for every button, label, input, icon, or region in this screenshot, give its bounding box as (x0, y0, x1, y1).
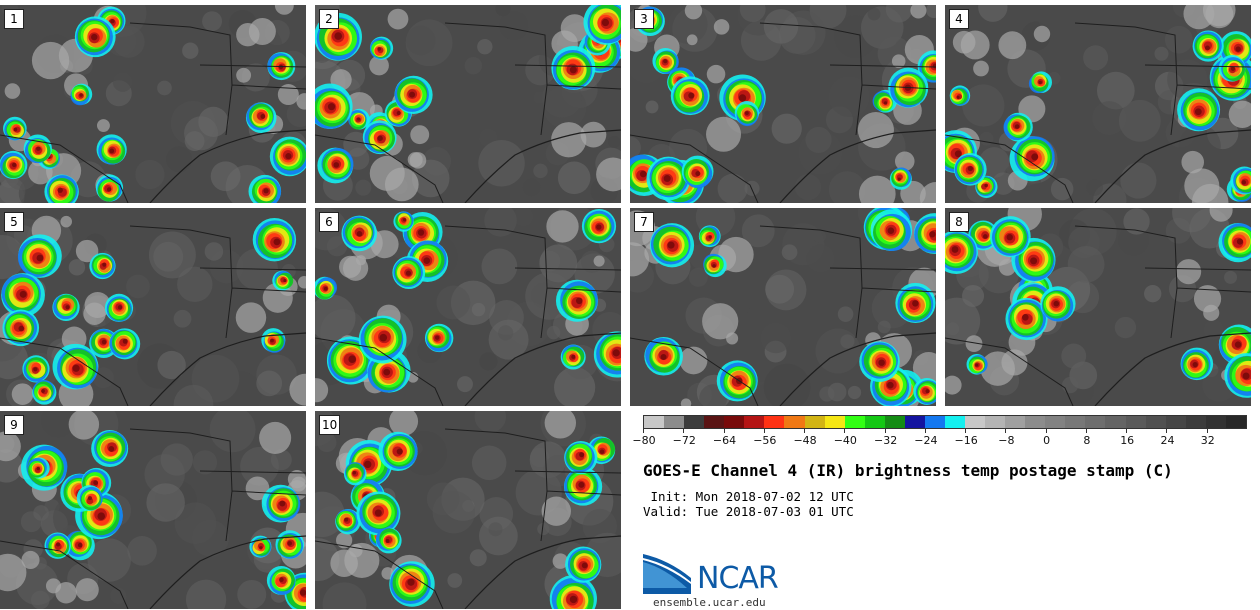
colorbar-tick-label: 0 (1043, 434, 1051, 447)
panel-number-label: 4 (949, 9, 969, 29)
panel-number-label: 8 (949, 212, 969, 232)
colorbar-segment (844, 416, 865, 428)
colorbar-ticks: −80 −72 −64 −56 −48 −40 −32 −24 −16 −8 0 8 16 24 32 (632, 429, 1247, 449)
colorbar-segment (924, 416, 945, 428)
colorbar-segment (1105, 416, 1126, 428)
colorbar-segment (1185, 416, 1206, 428)
colorbar-tick-label: −40 (833, 434, 857, 447)
colorbar-tick (1166, 429, 1168, 433)
colorbar-tick-label: 24 (1160, 434, 1175, 447)
colorbar-segment (884, 416, 905, 428)
colorbar-segment (1085, 416, 1106, 428)
colorbar-segment (985, 416, 1006, 428)
colorbar-tick (763, 429, 765, 433)
colorbar-tick-label: −72 (672, 434, 696, 447)
colorbar-segment (744, 416, 765, 428)
colorbar-tick (683, 429, 685, 433)
colorbar-tick-label: −24 (914, 434, 938, 447)
colorbar-segment (1205, 416, 1226, 428)
panel-number-label: 2 (319, 9, 339, 29)
colorbar-tick-label: −64 (712, 434, 737, 447)
colorbar-tick (1045, 429, 1047, 433)
forecast-panel: 5 (0, 208, 306, 406)
panel-number-label: 3 (634, 9, 654, 29)
colorbar-segment (784, 416, 805, 428)
colorbar-segment (1165, 416, 1186, 428)
panel-number-label: 5 (4, 212, 24, 232)
panel-number-label: 9 (4, 415, 24, 435)
colorbar-segment (1125, 416, 1146, 428)
colorbar-tick-label: 8 (1083, 434, 1091, 447)
forecast-panel: 10 (315, 411, 621, 609)
forecast-panel: 4 (945, 5, 1251, 203)
forecast-panel: 6 (315, 208, 621, 406)
plot-title: GOES-E Channel 4 (IR) brightness temp po… (643, 461, 1173, 480)
panel-number-label: 6 (319, 212, 339, 232)
colorbar-segment (804, 416, 825, 428)
colorbar-tick (924, 429, 926, 433)
colorbar-segment (1145, 416, 1166, 428)
colorbar-tick (1206, 429, 1208, 433)
colorbar-segment (1025, 416, 1046, 428)
colorbar-tick (804, 429, 806, 433)
colorbar-segment (704, 416, 725, 428)
logo-url: ensemble.ucar.edu (653, 596, 766, 609)
colorbar-tick-label: −56 (753, 434, 777, 447)
colorbar-segment (904, 416, 925, 428)
forecast-panel: 1 (0, 5, 306, 203)
forecast-panel: 3 (630, 5, 936, 203)
colorbar-tick (723, 429, 725, 433)
forecast-panel: 7 (630, 208, 936, 406)
colorbar (643, 415, 1247, 429)
colorbar-segment (1045, 416, 1066, 428)
forecast-panel: 2 (315, 5, 621, 203)
colorbar-tick (965, 429, 967, 433)
colorbar-tick-label: 16 (1120, 434, 1135, 447)
colorbar-segment (764, 416, 785, 428)
forecast-panel: 8 (945, 208, 1251, 406)
colorbar-tick-label: 32 (1200, 434, 1215, 447)
colorbar-segment (1225, 416, 1246, 428)
panel-number-label: 1 (4, 9, 24, 29)
colorbar-tick-label: −32 (873, 434, 898, 447)
colorbar-segment (824, 416, 845, 428)
colorbar-segment (864, 416, 885, 428)
panel-number-label: 7 (634, 212, 654, 232)
colorbar-segment (1005, 416, 1026, 428)
colorbar-tick (1126, 429, 1128, 433)
colorbar-tick-label: −16 (954, 434, 978, 447)
colorbar-tick-label: −48 (793, 434, 817, 447)
panel-number-label: 10 (319, 415, 341, 435)
valid-time: Valid: Tue 2018-07-03 01 UTC (643, 504, 854, 519)
colorbar-segment (944, 416, 965, 428)
colorbar-tick-label: −8 (998, 434, 1015, 447)
colorbar-segment (724, 416, 745, 428)
forecast-panel: 9 (0, 411, 306, 609)
init-time: Init: Mon 2018-07-02 12 UTC (643, 489, 854, 504)
colorbar-tick-label: −80 (632, 434, 656, 447)
logo-text: NCAR (697, 561, 779, 596)
colorbar-tick (1085, 429, 1087, 433)
colorbar-tick (844, 429, 846, 433)
ncar-logo-icon (643, 554, 691, 594)
colorbar-segment (1065, 416, 1086, 428)
colorbar-tick (643, 429, 644, 433)
colorbar-segment (965, 416, 986, 428)
colorbar-tick (884, 429, 886, 433)
colorbar-segment (644, 416, 665, 428)
colorbar-segment (664, 416, 685, 428)
colorbar-tick (1005, 429, 1007, 433)
colorbar-segment (684, 416, 705, 428)
